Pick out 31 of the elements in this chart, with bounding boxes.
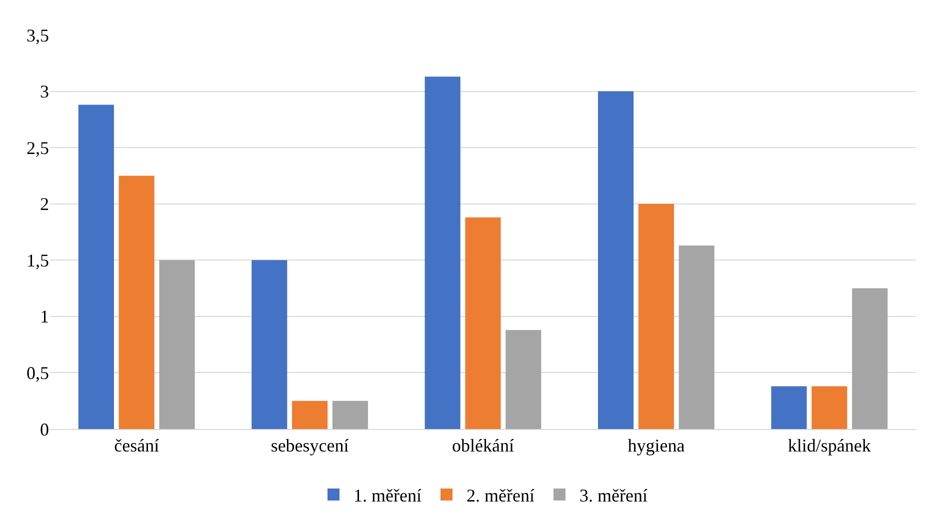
legend-label: 3. měření — [579, 486, 648, 506]
legend-label: 2. měření — [466, 486, 534, 506]
y-tick-label: 1 — [40, 306, 49, 327]
y-tick-label: 2,5 — [26, 138, 49, 158]
legend-label: 1. měření — [354, 486, 422, 506]
bar — [332, 400, 368, 429]
y-tick-label: 0 — [40, 419, 49, 440]
bar — [506, 330, 542, 429]
y-tick-label: 3 — [40, 82, 49, 102]
bar — [812, 386, 848, 429]
x-tick-label: oblékání — [452, 436, 514, 456]
bar — [292, 400, 328, 429]
bar — [638, 204, 674, 429]
y-tick-label: 1,5 — [26, 250, 49, 270]
bar — [159, 260, 195, 429]
y-tick-label: 2 — [40, 194, 49, 214]
y-tick-label: 3,5 — [26, 25, 49, 46]
x-tick-label: klid/spánek — [788, 436, 871, 456]
bar — [678, 246, 714, 429]
bar — [771, 386, 807, 429]
bar — [118, 176, 154, 429]
bar — [598, 91, 634, 429]
x-tick-label: hygiena — [628, 436, 685, 456]
x-tick-label: česání — [114, 436, 160, 456]
y-tick-label: 0,5 — [26, 363, 49, 384]
bar — [852, 288, 888, 429]
bar — [424, 76, 460, 429]
bar — [78, 104, 114, 429]
x-tick-label: sebesycení — [270, 436, 349, 456]
bar — [252, 260, 288, 429]
bar — [465, 217, 501, 429]
